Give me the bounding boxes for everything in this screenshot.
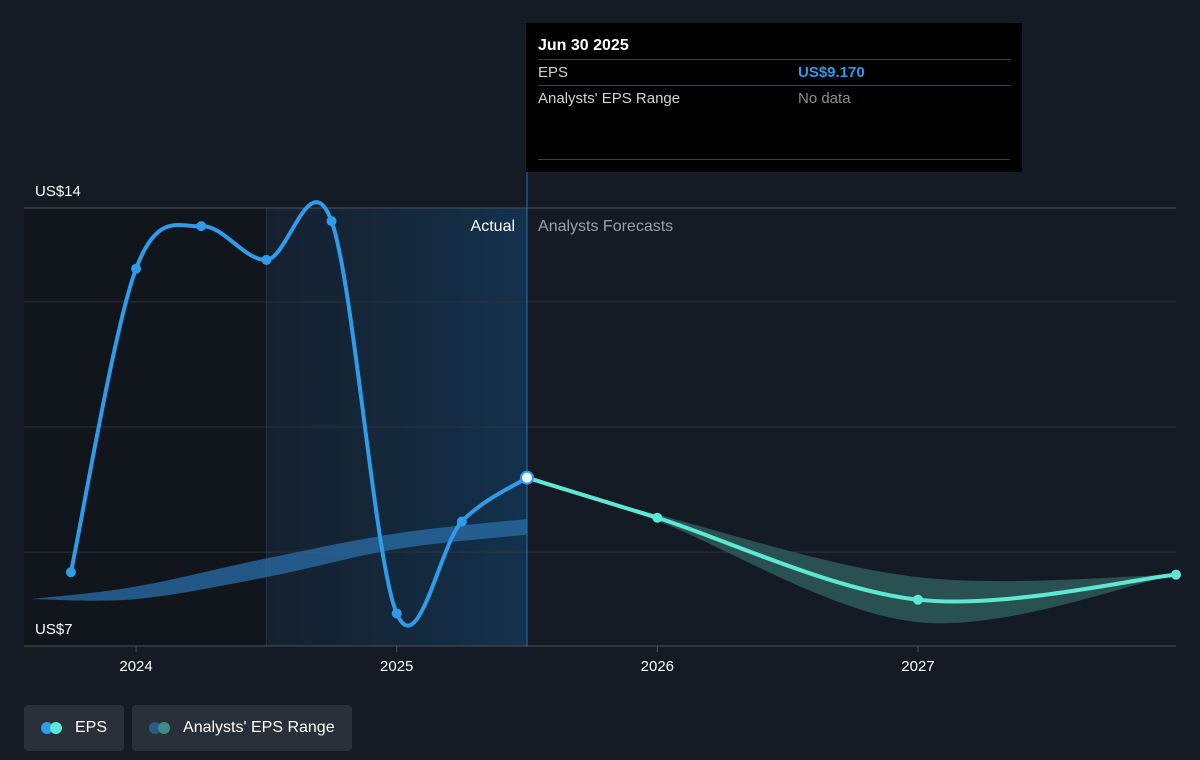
- y-axis-tick-label: US$14: [35, 183, 81, 200]
- range-dots-icon: [149, 722, 173, 734]
- x-axis-tick-label: 2026: [641, 658, 674, 675]
- actual-eps-point: [456, 516, 467, 527]
- tooltip-range-label: Analysts' EPS Range: [538, 90, 681, 107]
- tooltip-range-value: No data: [798, 90, 851, 107]
- forecast_range-band: [527, 477, 1176, 624]
- legend-dot-forecast: [50, 722, 62, 734]
- forecast-eps-point: [1171, 569, 1181, 580]
- actual-section-label: Actual: [471, 218, 515, 235]
- x-axis-tick-label: 2025: [380, 658, 413, 675]
- legend-item-eps[interactable]: EPS: [24, 705, 125, 751]
- forecast-section-label: Analysts Forecasts: [538, 218, 673, 235]
- tooltip-row-eps: EPS US$9.170: [538, 59, 1010, 85]
- actual-eps-point: [391, 608, 402, 619]
- y-axis-tick-label: US$7: [35, 621, 73, 638]
- selected-eps-point: [520, 470, 535, 485]
- forecast-eps-point: [912, 594, 923, 605]
- actual-eps-point: [131, 263, 142, 274]
- actual-eps-point: [326, 216, 337, 227]
- eps-dots-icon: [41, 722, 65, 734]
- x-axis-tick-label: 2027: [901, 658, 934, 675]
- legend-dot-range-forecast: [158, 722, 171, 734]
- data-tooltip: Jun 30 2025 EPS US$9.170 Analysts' EPS R…: [526, 23, 1022, 172]
- legend: EPS Analysts' EPS Range: [24, 705, 352, 751]
- legend-label-eps: EPS: [75, 719, 108, 736]
- actual-eps-point: [261, 254, 272, 265]
- tooltip-eps-value: US$9.170: [798, 64, 865, 81]
- tooltip-eps-label: EPS: [538, 64, 569, 81]
- tooltip-row-range: Analysts' EPS Range No data: [538, 85, 1010, 111]
- actual_range-band: [31, 518, 528, 601]
- tooltip-date: Jun 30 2025: [538, 37, 629, 54]
- actual-eps-point: [65, 567, 76, 578]
- x-axis-tick-label: 2024: [119, 658, 152, 675]
- legend-label-range: Analysts' EPS Range: [183, 719, 335, 736]
- legend-item-range[interactable]: Analysts' EPS Range: [132, 705, 352, 751]
- forecast-eps-point: [652, 512, 663, 523]
- actual-eps-point: [196, 221, 207, 232]
- eps-chart: US$14 US$7 2024 2025 2026 2027 Actual Analysts …: [24, 172, 1181, 675]
- tooltip-divider: [538, 159, 1010, 160]
- forecast-eps-line: [525, 475, 1178, 604]
